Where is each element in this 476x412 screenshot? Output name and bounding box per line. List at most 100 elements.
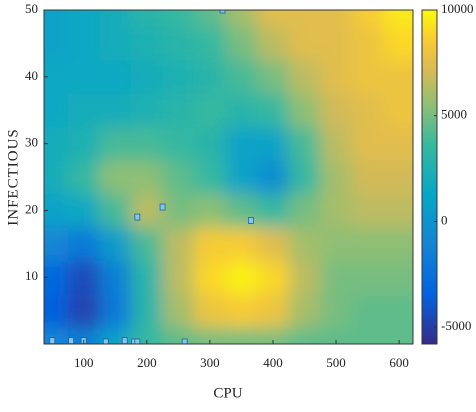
contour-cell xyxy=(162,126,195,161)
contour-cell xyxy=(320,193,353,228)
contour-cell xyxy=(162,10,195,28)
contour-cell xyxy=(257,227,290,261)
contour-cell xyxy=(288,10,321,28)
contour-cell xyxy=(194,227,227,261)
contour-cell xyxy=(225,93,258,128)
contour-cell xyxy=(67,327,101,344)
contour-cell xyxy=(383,227,413,261)
contour-cell xyxy=(225,60,258,94)
contour-cell xyxy=(320,327,353,344)
sample-point xyxy=(181,338,188,344)
contour-cell xyxy=(288,260,321,295)
contour-cell xyxy=(67,293,101,328)
y-tick-label: 40 xyxy=(25,68,38,83)
colorbar-tick-label: 10000 xyxy=(441,1,474,16)
x-tick-label: 400 xyxy=(263,355,283,370)
contour-cell xyxy=(351,93,384,128)
contour-cell xyxy=(383,126,413,161)
contour-cell xyxy=(383,327,413,344)
contour-cell xyxy=(99,193,132,228)
contour-cell xyxy=(194,126,227,161)
contour-cell xyxy=(225,260,258,295)
contour-cell xyxy=(194,160,227,195)
contour-cell xyxy=(99,26,132,61)
contour-cell xyxy=(44,26,69,61)
y-axis-label: INFECTIOUS xyxy=(5,128,21,226)
contour-cell xyxy=(44,126,69,161)
contour-cell xyxy=(162,26,195,61)
contour-cell xyxy=(194,10,227,28)
contour-cell xyxy=(288,126,321,161)
x-tick-label: 100 xyxy=(74,355,94,370)
contour-cell xyxy=(351,293,384,328)
contour-cell xyxy=(320,160,353,195)
contour-cell xyxy=(320,260,353,295)
sample-point xyxy=(102,338,109,344)
contour-cell xyxy=(44,160,69,195)
contour-cell xyxy=(194,193,227,228)
contour-cell xyxy=(44,93,69,128)
contour-cell xyxy=(67,26,101,61)
contour-cell xyxy=(67,10,101,28)
contour-cell xyxy=(320,293,353,328)
contour-cell xyxy=(67,60,101,94)
contour-cell xyxy=(44,227,69,261)
contour-cell xyxy=(320,10,353,28)
contour-cell xyxy=(194,293,227,328)
contour-cell xyxy=(383,260,413,295)
sample-point xyxy=(247,217,254,224)
sample-point xyxy=(134,213,141,221)
contour-cell xyxy=(288,93,321,128)
contour-cell xyxy=(131,93,164,128)
contour-cell xyxy=(99,293,132,328)
contour-cell xyxy=(383,160,413,195)
contour-cell xyxy=(257,293,290,328)
contour-cell xyxy=(99,160,132,195)
contour-cell xyxy=(162,93,195,128)
contour-cell xyxy=(288,60,321,94)
contour-cell xyxy=(67,193,101,228)
contour-cell xyxy=(131,10,164,28)
contour-cell xyxy=(383,60,413,94)
contour-cell xyxy=(383,193,413,228)
y-tick-label: 20 xyxy=(25,201,38,216)
contour-cell xyxy=(320,60,353,94)
contour-cell xyxy=(257,126,290,161)
sample-point xyxy=(121,337,128,344)
contour-cell xyxy=(288,160,321,195)
contour-cell xyxy=(351,26,384,61)
sample-point xyxy=(159,203,166,211)
contour-cell xyxy=(194,60,227,94)
contour-cell xyxy=(288,193,321,228)
x-tick-label: 200 xyxy=(137,355,157,370)
colorbar xyxy=(421,9,438,345)
contour-cell xyxy=(99,126,132,161)
contour-cell xyxy=(44,260,69,295)
contour-cell xyxy=(257,26,290,61)
contour-cell xyxy=(351,193,384,228)
contour-cell xyxy=(351,327,384,344)
contour-cell xyxy=(351,10,384,28)
contour-field xyxy=(44,10,413,344)
x-tick-label: 300 xyxy=(200,355,220,370)
contour-cell xyxy=(162,193,195,228)
x-axis-label: CPU xyxy=(213,385,242,401)
contour-cell xyxy=(131,193,164,228)
contour-cell xyxy=(162,60,195,94)
y-tick-label: 50 xyxy=(25,1,38,16)
contour-cell xyxy=(288,26,321,61)
contour-cell xyxy=(131,227,164,261)
contour-cell xyxy=(288,327,321,344)
contour-cell xyxy=(162,227,195,261)
contour-cell xyxy=(225,327,258,344)
contour-cell xyxy=(99,227,132,261)
contour-cell xyxy=(131,293,164,328)
contour-cell xyxy=(225,160,258,195)
y-tick-label: 30 xyxy=(25,135,38,150)
contour-cell xyxy=(162,293,195,328)
contour-cell xyxy=(225,10,258,28)
contour-cell xyxy=(383,10,413,28)
sample-point xyxy=(134,338,141,344)
colorbar-tick-label: -5000 xyxy=(441,318,471,333)
contour-cell xyxy=(225,26,258,61)
